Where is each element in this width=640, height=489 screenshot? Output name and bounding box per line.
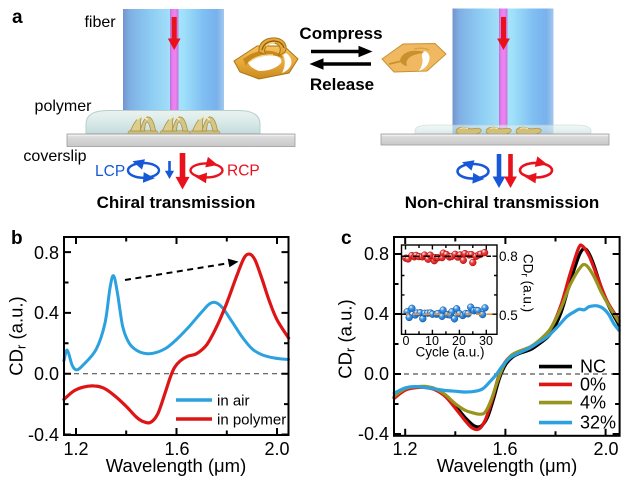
svg-text:fiber: fiber [84, 14, 116, 31]
svg-text:1.2: 1.2 [392, 439, 417, 459]
svg-text:in air: in air [217, 393, 250, 410]
svg-text:c: c [341, 228, 352, 249]
svg-text:4%: 4% [580, 393, 606, 413]
svg-text:1.6: 1.6 [492, 439, 517, 459]
svg-text:polymer: polymer [35, 98, 93, 115]
svg-text:0.8: 0.8 [34, 243, 59, 263]
svg-text:Non-chiral transmission: Non-chiral transmission [405, 193, 600, 212]
svg-text:LCP: LCP [95, 163, 125, 180]
svg-text:Cycle (a.u.): Cycle (a.u.) [415, 345, 484, 360]
svg-text:in polymer: in polymer [217, 412, 286, 429]
svg-text:30: 30 [479, 334, 493, 348]
svg-text:20: 20 [452, 334, 466, 348]
svg-text:1.6: 1.6 [164, 439, 189, 459]
svg-text:10: 10 [425, 334, 439, 348]
svg-text:0.8: 0.8 [499, 249, 518, 264]
svg-text:coverslip: coverslip [23, 148, 86, 165]
svg-text:0%: 0% [580, 375, 606, 395]
svg-text:Wavelength (μm): Wavelength (μm) [106, 455, 247, 476]
svg-text:0.0: 0.0 [364, 364, 389, 384]
svg-text:32%: 32% [580, 413, 616, 433]
svg-text:Compress: Compress [299, 24, 382, 43]
svg-text:CDr (a.u.): CDr (a.u.) [335, 299, 358, 378]
svg-text:0.5: 0.5 [499, 308, 518, 323]
svg-text:RCP: RCP [227, 163, 260, 180]
svg-text:NC: NC [580, 357, 606, 377]
svg-text:2.0: 2.0 [264, 439, 289, 459]
svg-text:a: a [12, 7, 23, 28]
svg-text:Chiral transmission: Chiral transmission [97, 193, 256, 212]
svg-text:0: 0 [403, 334, 410, 348]
svg-text:0.4: 0.4 [364, 304, 389, 324]
svg-text:0.0: 0.0 [34, 364, 59, 384]
svg-text:2.0: 2.0 [593, 439, 618, 459]
svg-text:-0.4: -0.4 [358, 424, 389, 444]
svg-text:1.2: 1.2 [63, 439, 88, 459]
svg-text:CDr (a.u.): CDr (a.u.) [519, 254, 536, 312]
svg-text:0.8: 0.8 [364, 244, 389, 264]
svg-text:CDr (a.u.): CDr (a.u.) [6, 296, 29, 375]
svg-text:0.4: 0.4 [34, 303, 59, 323]
svg-text:Wavelength (μm): Wavelength (μm) [437, 455, 578, 476]
svg-text:Release: Release [310, 75, 374, 94]
svg-text:-0.4: -0.4 [28, 425, 59, 445]
svg-text:b: b [11, 228, 23, 249]
